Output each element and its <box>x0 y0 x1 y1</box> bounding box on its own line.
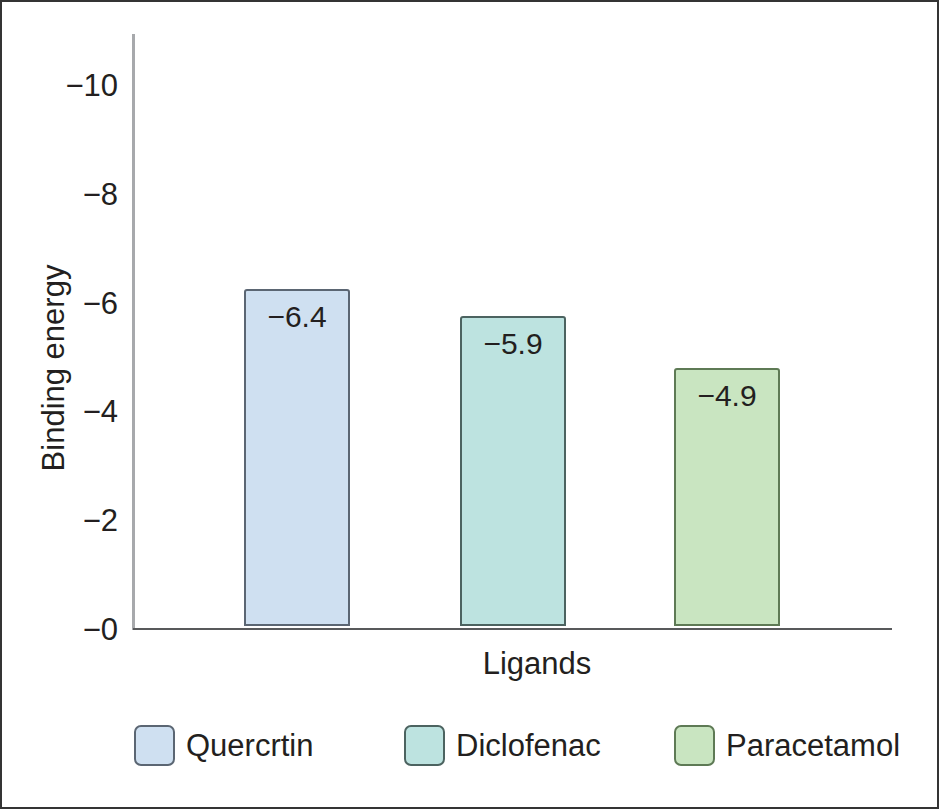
legend-swatch-quercrtin <box>134 725 175 766</box>
y-tick-label-0: −0 <box>10 614 118 645</box>
legend-label: Paracetamol <box>726 725 900 766</box>
y-tick-label-8: −8 <box>10 179 118 210</box>
legend-label: Quercrtin <box>186 725 313 766</box>
y-tick-label-2: −2 <box>10 505 118 536</box>
legend-item-diclofenac: Diclofenac <box>404 725 601 766</box>
y-axis-title: Binding energy <box>36 265 72 472</box>
x-axis-line <box>133 628 892 630</box>
legend-item-quercrtin: Quercrtin <box>134 725 313 766</box>
legend-swatch-paracetamol <box>674 725 715 766</box>
legend-label: Diclofenac <box>456 725 601 766</box>
legend-item-paracetamol: Paracetamol <box>674 725 900 766</box>
bar-diclofenac: −5.9 <box>460 316 566 626</box>
legend-swatch-diclofenac <box>404 725 445 766</box>
y-tick-label-10: −10 <box>10 70 118 101</box>
y-axis-line <box>132 34 135 630</box>
bar-value-label: −6.4 <box>246 300 348 334</box>
bar-paracetamol: −4.9 <box>674 368 780 626</box>
bar-value-label: −4.9 <box>676 379 778 413</box>
bar-value-label: −5.9 <box>462 327 564 361</box>
bar-quercrtin: −6.4 <box>244 289 350 626</box>
binding-energy-bar-chart: −10−8−6−4−2−0 Binding energy −6.4−5.9−4.… <box>0 0 939 809</box>
x-axis-title: Ligands <box>483 646 592 682</box>
